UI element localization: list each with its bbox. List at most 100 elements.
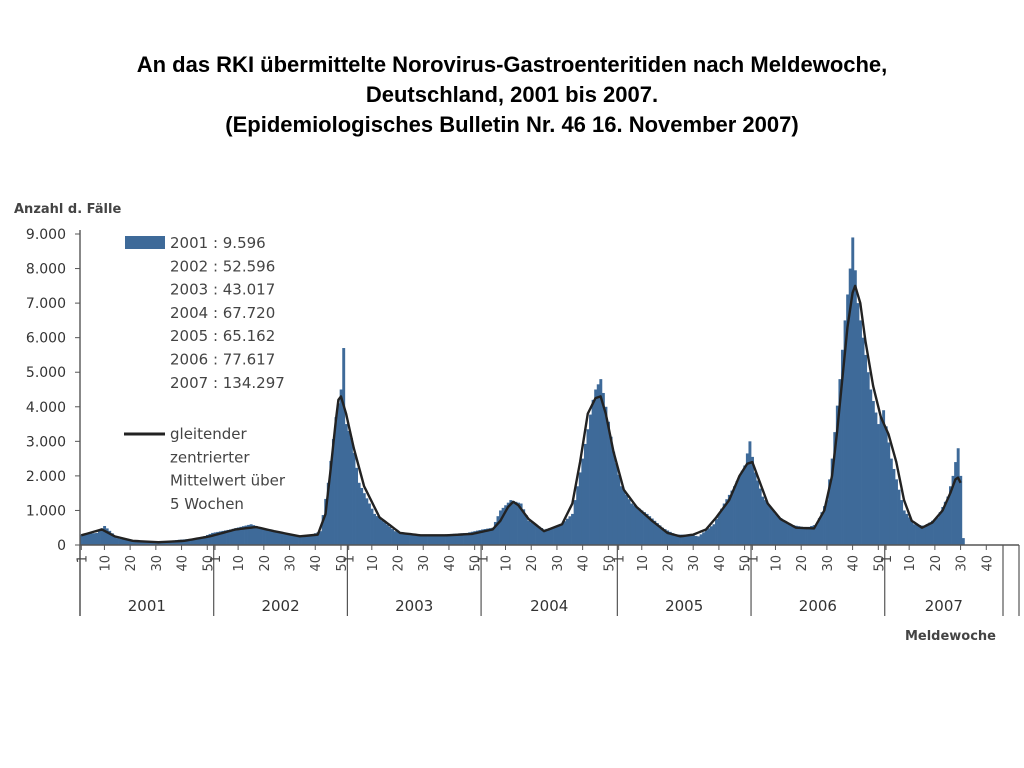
bar-week — [828, 479, 832, 545]
week-tick-label: 1 — [476, 555, 491, 563]
bar-week — [871, 401, 875, 545]
bar-week — [717, 513, 721, 545]
bar-week — [514, 501, 518, 545]
week-tick-label: 10 — [636, 555, 651, 572]
bar-week — [241, 526, 245, 545]
bar-week — [722, 503, 726, 545]
week-tick-label: 30 — [687, 555, 702, 572]
bar-week — [727, 494, 731, 545]
bar-week — [424, 534, 428, 545]
bar-week — [285, 534, 289, 545]
bar-week — [938, 512, 942, 545]
bar-week — [223, 530, 227, 545]
bar-week — [121, 539, 125, 545]
bar-week — [103, 525, 107, 545]
week-tick-label: 30 — [955, 555, 970, 572]
bar-week — [936, 517, 940, 545]
bar-week — [283, 533, 287, 545]
bar-week — [311, 534, 315, 545]
bar-week — [951, 475, 955, 545]
bar-week — [684, 534, 688, 545]
y-tick-label: 4.000 — [26, 400, 66, 416]
bar-week — [262, 528, 266, 545]
bar-week — [596, 384, 600, 545]
bar-week — [761, 496, 765, 545]
week-tick-label: 1 — [746, 555, 761, 563]
bar-week — [956, 448, 960, 545]
bar-week — [856, 303, 860, 545]
bar-week — [748, 441, 752, 545]
bar-week — [360, 487, 364, 545]
bar-week — [313, 533, 317, 545]
bar-week — [499, 510, 502, 545]
bar-week — [465, 532, 469, 545]
bar-week — [560, 523, 564, 545]
bar-week — [82, 534, 86, 545]
bar-week — [959, 475, 963, 545]
bar-week — [699, 534, 703, 545]
year-label: 2001 — [128, 597, 166, 615]
week-tick-label: 1 — [613, 555, 628, 563]
bar-week — [720, 508, 724, 545]
week-tick-label: 50 — [469, 555, 484, 572]
week-tick-label: 40 — [980, 555, 995, 572]
legend-total-entry: 2002 : 52.596 — [170, 257, 275, 275]
week-tick-label: 20 — [392, 555, 407, 572]
bar-week — [349, 437, 353, 545]
bar-week — [655, 523, 659, 545]
legend-total-entry: 2007 : 134.297 — [170, 374, 285, 392]
bar-week — [771, 510, 775, 545]
bar-week — [506, 502, 510, 545]
week-tick-label: 20 — [929, 555, 944, 572]
bar-week — [661, 527, 664, 545]
bar-week — [401, 532, 405, 545]
bar-week — [244, 525, 248, 545]
bar-week — [290, 535, 294, 545]
bar-week — [254, 525, 258, 545]
bar-week — [594, 389, 598, 545]
bar-week — [689, 535, 693, 545]
bar-week — [707, 528, 711, 545]
bar-week — [85, 534, 89, 545]
bar-week — [797, 526, 801, 545]
bar-week — [375, 516, 379, 545]
bar-week — [280, 533, 284, 545]
bar-week — [208, 533, 212, 545]
bar-week — [218, 531, 222, 545]
bar-week — [123, 539, 127, 545]
bar-week — [931, 520, 934, 545]
bar-week — [339, 389, 343, 545]
bar-week — [841, 349, 844, 545]
bar-week — [807, 526, 811, 545]
bar-week — [455, 533, 459, 545]
bar-week — [725, 499, 729, 545]
bar-week — [357, 482, 361, 545]
bar-week — [445, 534, 449, 545]
bar-week — [627, 499, 631, 545]
bar-week — [177, 539, 181, 545]
week-tick-label: 1 — [209, 555, 224, 563]
bar-week — [272, 531, 276, 545]
bar-week — [475, 530, 479, 545]
bar-week — [769, 506, 772, 545]
bar-week — [702, 532, 706, 545]
bar-week — [815, 524, 819, 545]
bar-week — [295, 535, 299, 545]
bar-week — [383, 522, 387, 545]
bar-week — [712, 524, 716, 545]
bar-week — [758, 488, 762, 545]
bar-week — [918, 525, 922, 545]
bar-week — [414, 534, 418, 545]
bar-week — [221, 530, 225, 545]
bar-week — [802, 527, 806, 545]
bar-week — [200, 537, 204, 545]
bar-week — [787, 524, 790, 545]
bar-week — [604, 406, 608, 545]
bar-week — [180, 539, 184, 545]
week-tick-label: 20 — [258, 555, 273, 572]
bar-week — [303, 536, 307, 545]
bar-week — [527, 520, 531, 545]
bar-week — [133, 541, 137, 545]
bar-week — [730, 490, 734, 545]
bar-week — [738, 475, 742, 545]
